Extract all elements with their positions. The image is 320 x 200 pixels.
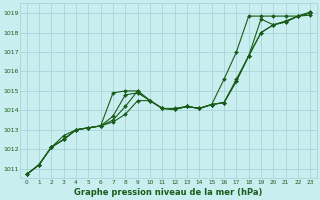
X-axis label: Graphe pression niveau de la mer (hPa): Graphe pression niveau de la mer (hPa): [74, 188, 263, 197]
